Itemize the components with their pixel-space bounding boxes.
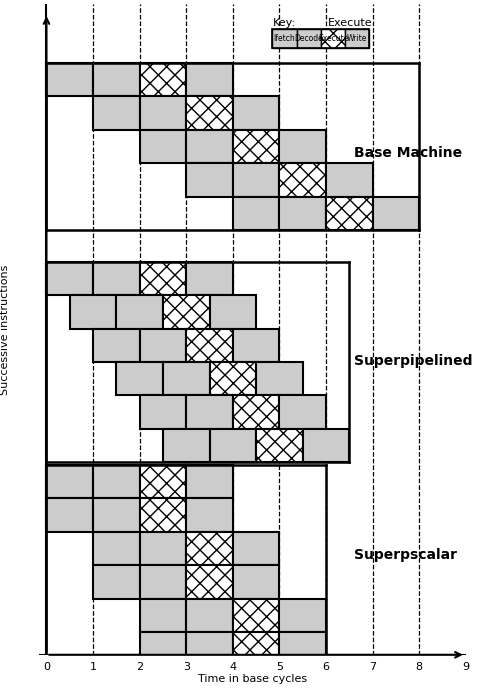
Bar <box>46 499 93 532</box>
Bar <box>140 499 186 532</box>
Bar <box>256 429 302 462</box>
Bar <box>232 599 279 632</box>
Bar <box>232 566 279 599</box>
Bar <box>70 295 116 329</box>
Bar <box>232 532 279 566</box>
Bar <box>93 63 140 96</box>
Bar <box>140 599 186 632</box>
Text: Execute: Execute <box>327 18 372 28</box>
Text: Key:: Key: <box>272 18 295 28</box>
Bar <box>279 130 325 163</box>
X-axis label: Time in base cycles: Time in base cycles <box>198 674 306 684</box>
Bar <box>140 532 186 566</box>
Bar <box>279 396 325 429</box>
Bar <box>93 261 140 295</box>
Bar <box>140 63 186 96</box>
Bar <box>232 632 279 666</box>
Text: Decode: Decode <box>294 34 323 43</box>
Bar <box>186 130 232 163</box>
Bar <box>163 295 209 329</box>
Bar <box>93 499 140 532</box>
Bar <box>186 261 232 295</box>
Bar <box>302 429 348 462</box>
Bar <box>320 30 345 47</box>
Bar <box>232 163 279 197</box>
Bar <box>279 197 325 230</box>
Bar <box>232 130 279 163</box>
Bar <box>46 63 93 96</box>
Bar <box>46 465 93 499</box>
Bar <box>186 632 232 666</box>
Bar <box>93 532 140 566</box>
Bar <box>209 295 256 329</box>
Bar <box>272 30 368 47</box>
Bar <box>209 429 256 462</box>
Bar <box>140 329 186 362</box>
Bar <box>325 163 372 197</box>
Bar <box>46 261 93 295</box>
Bar <box>186 163 232 197</box>
Bar <box>116 295 163 329</box>
Bar <box>325 197 372 230</box>
Text: Execute: Execute <box>317 34 347 43</box>
Text: Superpscalar: Superpscalar <box>353 548 456 562</box>
Text: Successive instructions: Successive instructions <box>0 264 10 395</box>
Bar <box>186 96 232 130</box>
Bar <box>186 599 232 632</box>
Bar <box>186 396 232 429</box>
Bar <box>232 197 279 230</box>
Bar <box>186 465 232 499</box>
Bar <box>140 566 186 599</box>
Text: Base Machine: Base Machine <box>353 147 461 160</box>
Bar <box>93 329 140 362</box>
Bar <box>186 566 232 599</box>
Bar <box>186 329 232 362</box>
Bar <box>372 197 418 230</box>
Bar <box>163 362 209 396</box>
Bar <box>140 396 186 429</box>
Text: Ifetch: Ifetch <box>273 34 295 43</box>
Bar <box>93 566 140 599</box>
Bar <box>116 362 163 396</box>
Bar <box>296 30 320 47</box>
Bar <box>232 96 279 130</box>
Bar <box>163 429 209 462</box>
Bar <box>93 96 140 130</box>
Bar <box>140 632 186 666</box>
Bar <box>279 163 325 197</box>
Bar <box>140 465 186 499</box>
Bar <box>140 130 186 163</box>
Bar <box>186 499 232 532</box>
Bar <box>345 30 368 47</box>
Bar <box>140 96 186 130</box>
Bar <box>272 30 296 47</box>
Bar <box>186 532 232 566</box>
Bar <box>93 465 140 499</box>
Bar <box>232 329 279 362</box>
Bar <box>279 632 325 666</box>
Text: Superpipelined: Superpipelined <box>353 354 471 368</box>
Text: Write: Write <box>346 34 366 43</box>
Bar <box>186 63 232 96</box>
Bar <box>256 362 302 396</box>
Bar <box>232 396 279 429</box>
Bar <box>279 599 325 632</box>
Bar <box>209 362 256 396</box>
Bar <box>140 261 186 295</box>
